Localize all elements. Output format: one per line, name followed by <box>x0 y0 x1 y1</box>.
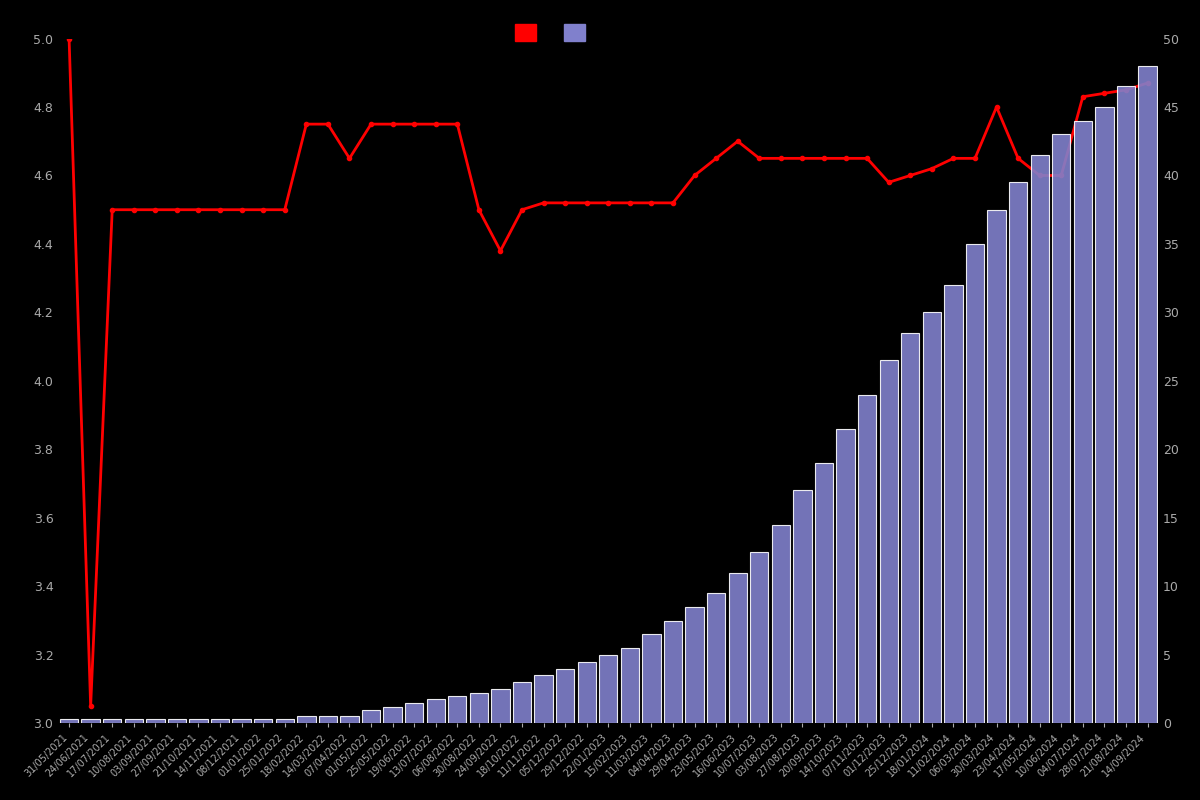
Bar <box>254 719 272 723</box>
Bar <box>1009 182 1027 723</box>
Bar <box>858 394 876 723</box>
Bar <box>276 719 294 723</box>
Bar <box>1117 86 1135 723</box>
Bar <box>491 689 510 723</box>
Bar <box>384 707 402 723</box>
Bar <box>685 607 703 723</box>
Bar <box>772 525 790 723</box>
Bar <box>750 552 768 723</box>
Bar <box>341 717 359 723</box>
Bar <box>836 429 854 723</box>
Bar <box>146 719 164 723</box>
Bar <box>901 333 919 723</box>
Bar <box>60 719 78 723</box>
Bar <box>556 669 575 723</box>
Bar <box>426 698 445 723</box>
Bar <box>362 710 380 723</box>
Bar <box>988 210 1006 723</box>
Bar <box>1052 134 1070 723</box>
Legend: , : , <box>510 18 598 46</box>
Bar <box>944 285 962 723</box>
Bar <box>211 719 229 723</box>
Bar <box>707 593 725 723</box>
Bar <box>534 675 553 723</box>
Bar <box>125 719 143 723</box>
Bar <box>728 573 746 723</box>
Bar <box>319 717 337 723</box>
Bar <box>1031 155 1049 723</box>
Bar <box>448 696 467 723</box>
Bar <box>620 648 640 723</box>
Bar <box>233 719 251 723</box>
Bar <box>512 682 532 723</box>
Bar <box>815 463 833 723</box>
Bar <box>923 313 941 723</box>
Bar <box>406 702 424 723</box>
Bar <box>1074 121 1092 723</box>
Bar <box>1096 107 1114 723</box>
Bar <box>298 717 316 723</box>
Bar <box>577 662 596 723</box>
Bar <box>168 719 186 723</box>
Bar <box>642 634 661 723</box>
Bar <box>664 621 682 723</box>
Bar <box>793 490 811 723</box>
Bar <box>82 719 100 723</box>
Bar <box>103 719 121 723</box>
Bar <box>880 360 898 723</box>
Bar <box>1139 66 1157 723</box>
Bar <box>966 244 984 723</box>
Bar <box>469 693 488 723</box>
Bar <box>190 719 208 723</box>
Bar <box>599 655 618 723</box>
